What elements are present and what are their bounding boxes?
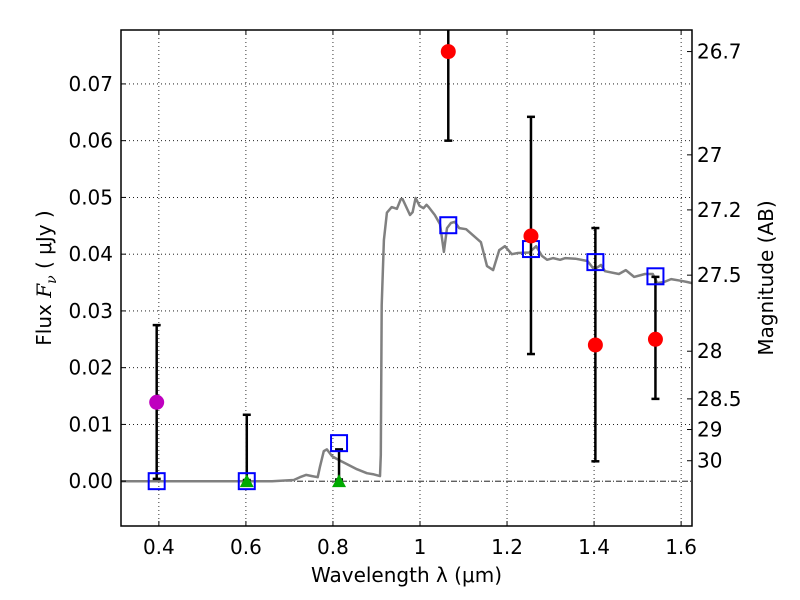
- right-tick-label: 30: [697, 449, 722, 473]
- model-band-marker: [586, 253, 605, 272]
- x-tick-label: 1.4: [578, 535, 610, 559]
- right-tick-label: 26.7: [697, 40, 742, 64]
- right-tick-label: 27.5: [697, 263, 742, 287]
- axis-ticks: 0.4 0.6 0.8 1 1.2 1.4 1.6 0.00 0.01 0.02 0.03 0.04 0…: [68, 30, 742, 559]
- y-tick-label: 0.05: [68, 185, 113, 209]
- error-bar: [444, 30, 453, 142]
- flux-point-marker: [149, 394, 165, 410]
- x-tick-label: 1: [414, 535, 427, 559]
- y-tick-label: 0.02: [68, 356, 113, 380]
- y-tick-label: 0.07: [68, 72, 113, 96]
- upper-limit-marker: [239, 474, 254, 488]
- model-band-marker: [237, 472, 256, 491]
- flux-point-marker: [440, 44, 456, 60]
- model-band-marker: [439, 216, 458, 235]
- x-tick-label: 0.4: [143, 535, 175, 559]
- x-axis-title: Wavelength λ (μm): [311, 563, 502, 587]
- y-tick-label: 0.00: [68, 469, 113, 493]
- right-tick-label: 28.5: [697, 387, 742, 411]
- y-tick-label: 0.06: [68, 129, 113, 153]
- grid: [121, 30, 692, 526]
- right-tick-label: 27.2: [697, 198, 742, 222]
- axes-frame: [120, 29, 693, 527]
- model-band-marker: [646, 267, 665, 286]
- x-tick-label: 0.8: [317, 535, 349, 559]
- y-tick-label: 0.01: [68, 412, 113, 436]
- x-tick-label: 1.2: [491, 535, 523, 559]
- y-tick-label: 0.03: [68, 299, 113, 323]
- model-band-marker: [147, 472, 166, 491]
- flux-point-marker: [523, 228, 539, 244]
- flux-point-marker: [647, 331, 663, 347]
- x-tick-label: 1.6: [665, 535, 697, 559]
- right-y-axis-title: Magnitude (AB): [754, 200, 778, 355]
- right-tick-label: 28: [697, 339, 722, 363]
- spectrum-line: [121, 196, 692, 483]
- y-tick-label: 0.04: [68, 242, 113, 266]
- model-band-marker: [330, 434, 349, 453]
- right-tick-label: 27: [697, 143, 722, 167]
- x-tick-label: 0.6: [230, 535, 262, 559]
- upper-limit-marker: [332, 474, 347, 488]
- flux-point-marker: [587, 337, 603, 353]
- plot-area: [121, 30, 692, 491]
- right-tick-label: 29: [697, 418, 722, 442]
- y-axis-title: Flux Fν ( μJy ): [32, 210, 60, 345]
